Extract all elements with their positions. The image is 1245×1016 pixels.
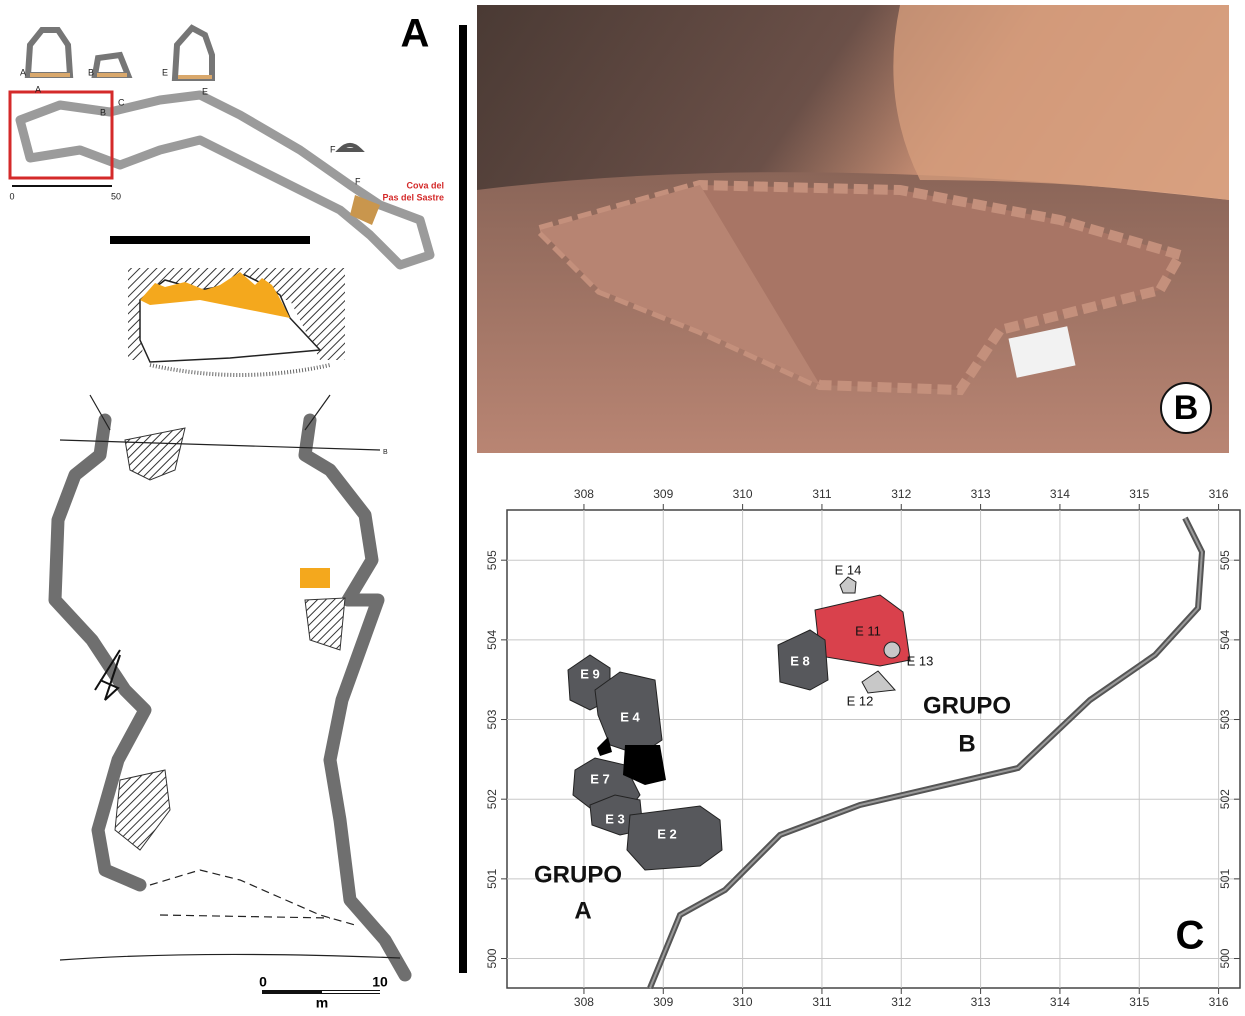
group-label: GRUPO — [923, 692, 1011, 719]
y-tick-label: 503 — [485, 709, 499, 729]
y-tick-label: 502 — [1218, 789, 1232, 809]
plan-label: F — [355, 176, 361, 186]
x-tick-label: 316 — [1209, 487, 1229, 501]
panel-c: 308 308 309 309 310 310 311 311 312 312 313 313 314 3… — [485, 487, 1240, 1009]
section-label: B — [383, 449, 388, 456]
x-tick-label: 314 — [1050, 487, 1070, 501]
y-tick-label: 502 — [485, 789, 499, 809]
structure-label: E 13 — [907, 653, 934, 668]
y-tick-label: 500 — [1218, 948, 1232, 968]
x-tick-label: 311 — [812, 487, 831, 501]
panel-label: B — [1174, 389, 1199, 427]
y-tick-label: 504 — [1218, 630, 1232, 650]
structure-label: E 3 — [605, 811, 625, 826]
structure-label: E 7 — [590, 771, 610, 786]
x-tick-label: 313 — [971, 487, 991, 501]
site-name: Pas del Sastre — [382, 192, 444, 202]
scale-label: 0 — [259, 974, 267, 990]
y-tick-label: 504 — [485, 630, 499, 650]
x-tick-label: 310 — [733, 487, 753, 501]
x-tick-label: 310 — [733, 995, 753, 1009]
plan-label: A — [35, 84, 41, 94]
scale-unit: m — [316, 995, 328, 1011]
y-tick-label: 500 — [485, 948, 499, 968]
plan-label: E — [202, 86, 208, 96]
y-tick-label: 505 — [485, 550, 499, 570]
section-label: E — [162, 67, 168, 77]
panel-b-photo: B — [477, 5, 1229, 453]
detail-plan: B 0 10 m — [55, 395, 405, 1011]
x-tick-label: 315 — [1129, 487, 1149, 501]
group-label: B — [958, 730, 975, 757]
plan-label: B — [100, 107, 106, 117]
scale-label: 50 — [111, 191, 121, 201]
x-tick-label: 313 — [971, 995, 991, 1009]
structure-label: E 11 — [855, 623, 881, 638]
x-tick-label: 308 — [574, 487, 594, 501]
structure-label: E 9 — [580, 666, 600, 681]
panel-label: A — [401, 12, 430, 56]
x-tick-label: 309 — [653, 487, 673, 501]
separator — [110, 236, 310, 244]
section-label: B — [88, 67, 94, 77]
group-label: A — [574, 897, 591, 924]
figure: A A B E F 0 50 A B C E F Cova del — [0, 0, 1245, 1011]
plan-label: C — [118, 97, 125, 107]
x-tick-label: 312 — [891, 995, 911, 1009]
x-tick-label: 316 — [1209, 995, 1229, 1009]
x-tick-label: 312 — [891, 487, 911, 501]
site-name: Cova del — [406, 180, 444, 190]
scale-label: 10 — [372, 974, 388, 990]
x-tick-label: 308 — [574, 995, 594, 1009]
x-tick-label: 311 — [812, 995, 831, 1009]
structure — [884, 642, 900, 658]
structure-label: E 2 — [657, 826, 677, 841]
structure-label: E 14 — [835, 562, 862, 577]
detail-section — [128, 268, 345, 375]
y-tick-label: 505 — [1218, 550, 1232, 570]
section-label: F — [330, 144, 336, 154]
divider — [459, 25, 467, 973]
x-tick-label: 315 — [1129, 995, 1149, 1009]
y-tick-label: 503 — [1218, 709, 1232, 729]
x-tick-label: 309 — [653, 995, 673, 1009]
structure-label: E 8 — [790, 653, 810, 668]
structure-label: E 4 — [620, 709, 640, 724]
x-tick-label: 314 — [1050, 995, 1070, 1009]
group-label: GRUPO — [534, 861, 622, 888]
panel-label: C — [1176, 914, 1205, 958]
section-label: A — [20, 67, 26, 77]
y-tick-label: 501 — [485, 869, 499, 889]
structure-label: E 12 — [847, 693, 874, 708]
y-tick-label: 501 — [1218, 869, 1232, 889]
scale-label: 0 — [9, 191, 14, 201]
panel-a: A A B E F 0 50 A B C E F Cova del — [9, 12, 444, 1011]
